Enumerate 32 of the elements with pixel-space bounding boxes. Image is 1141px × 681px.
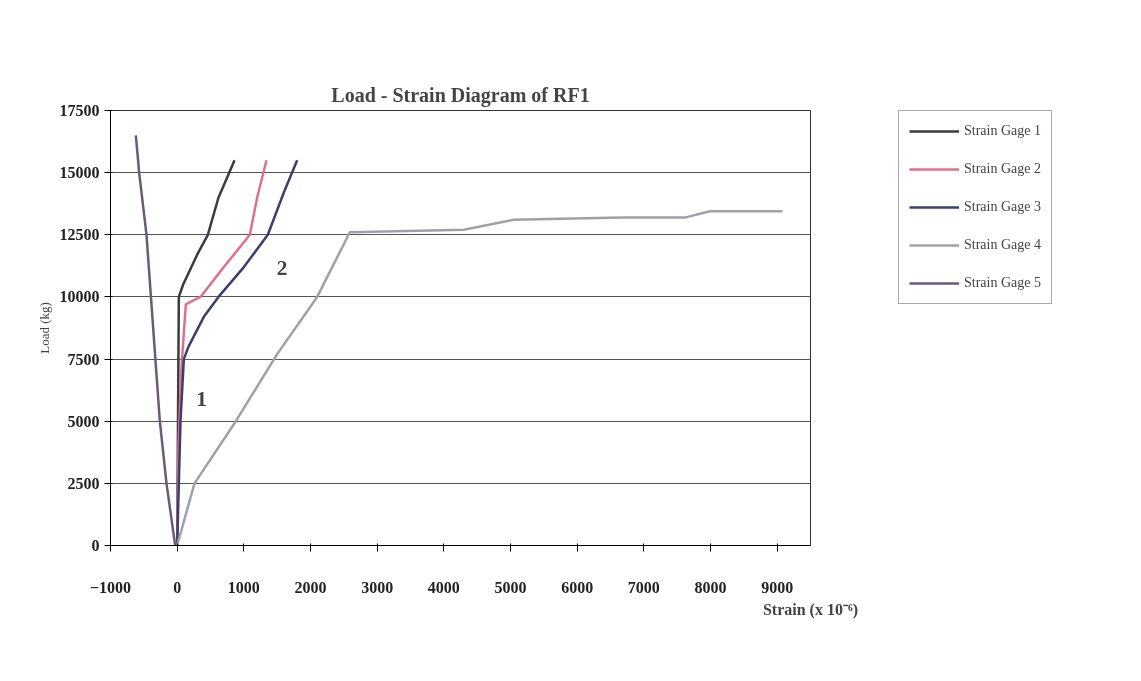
legend-label: Strain Gage 4 [964, 237, 1041, 253]
x-axis-title: Strain (x 10⁻⁶) [762, 600, 859, 619]
y-tick-label: 2500 [67, 474, 100, 492]
y-tick-label: 12500 [59, 226, 100, 244]
annotation: 2 [276, 256, 288, 281]
y-axis-title: Load (kg) [36, 302, 52, 354]
chart-title: Load - Strain Diagram of RF1 [331, 83, 590, 107]
x-tick-label: 8000 [694, 578, 727, 596]
line-series [175, 158, 299, 546]
x-tick-label: 2000 [294, 578, 327, 596]
y-tick-label: 15000 [59, 164, 100, 182]
x-tick-label: 3000 [361, 578, 394, 596]
x-tick-label: −1000 [89, 578, 132, 596]
x-tick-label: 9000 [761, 578, 794, 596]
annotation: 1 [196, 386, 207, 411]
legend-label: Strain Gage 1 [964, 123, 1041, 139]
x-tick-label: 7000 [627, 578, 660, 596]
x-tick-label: 6000 [561, 578, 594, 596]
x-tick-label: 0 [173, 578, 182, 596]
y-tick-label: 0 [91, 537, 100, 554]
line-series [134, 134, 177, 546]
legend-label: Strain Gage 2 [964, 161, 1041, 177]
legend-label: Strain Gage 3 [964, 199, 1041, 215]
line-series [175, 209, 784, 546]
y-tick-label: 10000 [59, 288, 100, 306]
y-tick-label: 17500 [59, 102, 100, 119]
y-tick-label: 7500 [67, 350, 100, 368]
y-tick-label: 5000 [67, 412, 100, 430]
x-tick-label: 5000 [494, 578, 527, 596]
legend-label: Strain Gage 5 [964, 275, 1041, 291]
x-tick-label: 1000 [227, 578, 260, 596]
x-tick-label: 4000 [427, 578, 460, 596]
